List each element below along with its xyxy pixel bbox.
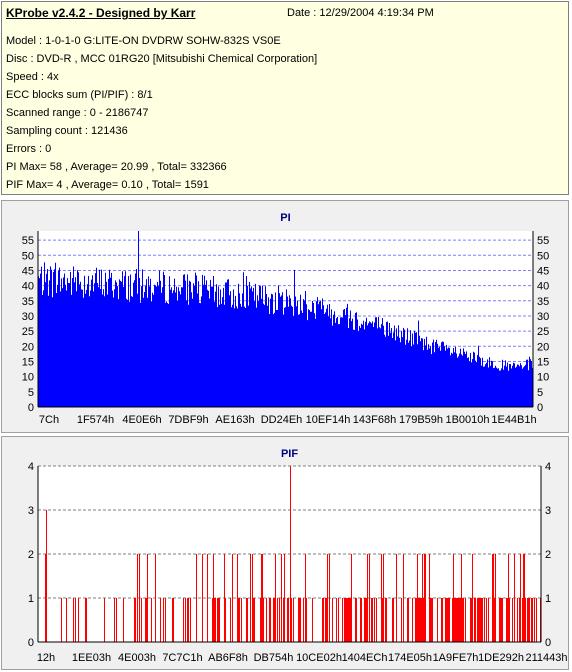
y-tick-label-right: 45 (537, 265, 549, 277)
x-tick-label: 1F574h (77, 414, 114, 426)
sampling-line: Sampling count : 121436 (6, 125, 128, 137)
x-tick-label: 179B59h (399, 414, 443, 426)
y-tick-label-left: 5 (28, 387, 34, 399)
y-tick-label-right: 30 (537, 311, 549, 323)
x-tick-label: 1A9FE7h (433, 652, 479, 664)
y-tick-label-right: 0 (545, 637, 551, 649)
x-tick-label: 7DBF9h (168, 414, 208, 426)
pif-chart: PIF 0 0 1 1 2 2 3 3 4 4 12h 1EE03h 4E003h 7C7C1h AB6F8h… (28, 448, 568, 664)
chart-title: PIF (281, 448, 298, 460)
y-tick-label-right: 2 (545, 549, 551, 561)
y-tick-label-right: 25 (537, 326, 549, 338)
range-line: Scanned range : 0 - 2186747 (6, 107, 149, 119)
data-bars (45, 466, 541, 642)
x-tick-label: 174E05h (388, 652, 432, 664)
y-tick-label-left: 3 (28, 505, 34, 517)
model-line: Model : 1-0-1-0 G:LITE-ON DVDRW SOHW-832… (6, 35, 281, 47)
y-tick-label-left: 0 (28, 402, 34, 414)
x-tick-label: 211443h (525, 652, 567, 664)
y-tick-label-left: 1 (28, 593, 34, 605)
y-tick-label-left: 50 (22, 250, 34, 262)
x-tick-label: 12h (37, 652, 55, 664)
y-tick-label-left: 35 (22, 296, 34, 308)
y-tick-label-left: 30 (22, 311, 34, 323)
y-tick-label-right: 0 (537, 402, 543, 414)
y-tick-label-right: 5 (537, 387, 543, 399)
speed-line: Speed : 4x (6, 71, 59, 83)
x-tick-label: 1404ECh (342, 652, 388, 664)
errors-line: Errors : 0 (6, 143, 52, 155)
x-tick-label: DB754h (254, 652, 294, 664)
pi-chart-panel: PI 0 0 5 5 10 10 15 15 20 20 25 25 30 30 35 35 40 40 45 45 50… (1, 200, 569, 433)
x-tick-label: 143F68h (353, 414, 396, 426)
x-tick-label: AE163h (215, 414, 254, 426)
chart-title: PI (280, 212, 290, 224)
x-tick-label: 4E003h (118, 652, 156, 664)
x-tick-label: 10CE02h (296, 652, 342, 664)
y-tick-label-right: 3 (545, 505, 551, 517)
x-tick-label: 1EE03h (72, 652, 111, 664)
y-tick-label-left: 2 (28, 549, 34, 561)
y-tick-label-left: 10 (22, 372, 34, 384)
x-tick-label: 1B0010h (445, 414, 489, 426)
x-tick-label: 10EF14h (306, 414, 351, 426)
y-tick-label-left: 25 (22, 326, 34, 338)
y-tick-label-right: 35 (537, 296, 549, 308)
pif-stats-line: PIF Max= 4 , Average= 0.10 , Total= 1591 (6, 179, 209, 191)
scan-date: Date : 12/29/2004 4:19:34 PM (287, 7, 434, 19)
app-title: KProbe v2.4.2 - Designed by Karr (6, 6, 196, 20)
x-tick-label: 1E44B1h (491, 414, 536, 426)
y-tick-label-right: 10 (537, 372, 549, 384)
y-tick-label-right: 50 (537, 250, 549, 262)
y-tick-label-left: 15 (22, 356, 34, 368)
pif-chart-panel: PIF 0 0 1 1 2 2 3 3 4 4 12h 1EE03h 4E003h 7C7C1h AB6F8h… (1, 436, 569, 670)
ecc-line: ECC blocks sum (PI/PIF) : 8/1 (6, 89, 153, 101)
y-tick-label-right: 4 (545, 461, 551, 473)
y-tick-label-left: 20 (22, 341, 34, 353)
x-tick-label: DD24Eh (261, 414, 303, 426)
y-tick-label-left: 55 (22, 235, 34, 247)
y-tick-label-right: 1 (545, 593, 551, 605)
y-tick-label-right: 20 (537, 341, 549, 353)
x-tick-label: 1DE292h (478, 652, 524, 664)
y-tick-label-left: 4 (28, 461, 34, 473)
y-tick-label-right: 40 (537, 281, 549, 293)
y-tick-label-right: 55 (537, 235, 549, 247)
x-tick-label: AB6F8h (208, 652, 248, 664)
y-tick-label-left: 45 (22, 265, 34, 277)
x-tick-label: 7Ch (39, 414, 59, 426)
x-tick-label: 4E0E6h (122, 414, 161, 426)
info-panel: KProbe v2.4.2 - Designed by Karr Date : … (1, 1, 569, 195)
pi-stats-line: PI Max= 58 , Average= 20.99 , Total= 332… (6, 161, 227, 173)
x-tick-label: 7C7C1h (162, 652, 202, 664)
y-tick-label-left: 0 (28, 637, 34, 649)
y-tick-label-right: 15 (537, 356, 549, 368)
disc-line: Disc : DVD-R , MCC 01RG20 [Mitsubishi Ch… (6, 53, 318, 65)
y-tick-label-left: 40 (22, 281, 34, 293)
